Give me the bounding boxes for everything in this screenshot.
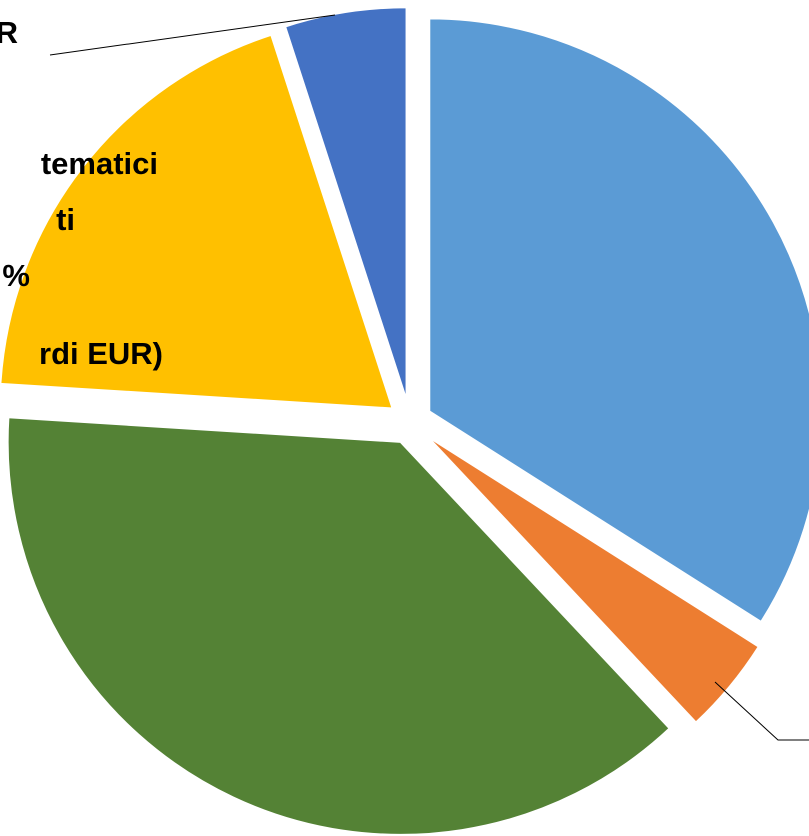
pie-slice	[0, 33, 395, 410]
data-label: rdi EUR)	[39, 336, 163, 371]
pie-slice	[428, 17, 809, 624]
data-label: %	[2, 258, 30, 293]
leader-line	[49, 14, 336, 56]
pie-slice	[283, 6, 408, 401]
data-label: R	[0, 15, 18, 50]
pie-slice	[6, 416, 672, 836]
data-label: ti	[56, 202, 75, 237]
pie-slice	[426, 435, 761, 724]
data-label: tematici	[41, 146, 158, 181]
leader-line	[714, 681, 809, 741]
